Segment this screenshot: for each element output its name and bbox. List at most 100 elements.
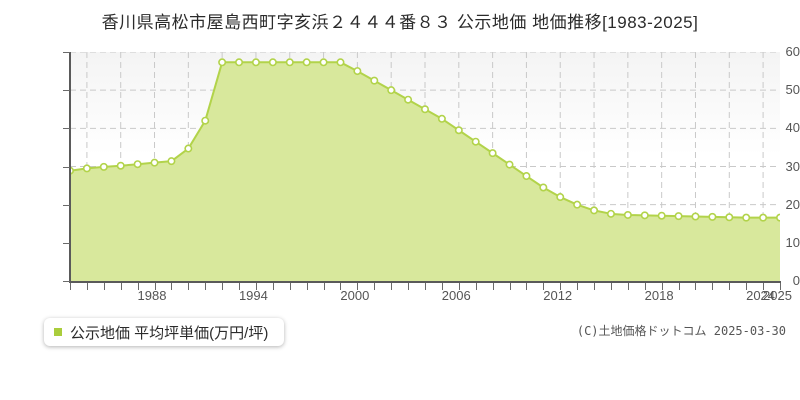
data-point-marker bbox=[285, 58, 294, 67]
y-axis-tick-label: 0 bbox=[792, 273, 800, 288]
data-point-marker bbox=[691, 212, 700, 221]
area-fill bbox=[70, 62, 780, 281]
x-axis-tick-mark bbox=[475, 283, 477, 290]
x-axis-tick-mark bbox=[610, 283, 612, 290]
data-point-marker bbox=[742, 213, 751, 222]
x-axis-tick-mark bbox=[780, 283, 781, 290]
data-point-marker bbox=[725, 213, 734, 222]
x-axis-tick-mark bbox=[441, 283, 443, 290]
x-axis-tick-mark bbox=[188, 283, 190, 290]
data-point-marker bbox=[539, 183, 548, 192]
x-axis-tick-mark bbox=[509, 283, 511, 290]
x-axis-tick-mark bbox=[712, 283, 714, 290]
chart-svg bbox=[70, 52, 780, 281]
x-axis-tick-mark bbox=[323, 283, 325, 290]
copyright-credit: (C)土地価格ドットコム 2025-03-30 bbox=[576, 324, 786, 338]
data-point-marker bbox=[640, 211, 649, 220]
data-point-marker bbox=[522, 172, 531, 181]
data-point-marker bbox=[201, 116, 210, 125]
data-point-marker bbox=[133, 160, 142, 169]
x-axis-tick-mark bbox=[289, 283, 291, 290]
data-point-marker bbox=[454, 126, 463, 135]
data-point-marker bbox=[606, 209, 615, 218]
y-axis-tick-mark bbox=[63, 52, 70, 53]
y-axis-tick-mark bbox=[63, 90, 70, 92]
data-point-marker bbox=[404, 95, 413, 104]
x-axis-tick-label: 2006 bbox=[441, 288, 471, 303]
x-axis-tick-mark bbox=[357, 283, 359, 290]
data-point-marker bbox=[471, 137, 480, 146]
x-axis-tick-mark bbox=[86, 283, 88, 290]
x-axis-tick-mark bbox=[644, 283, 646, 290]
x-axis-tick-mark bbox=[577, 283, 579, 290]
x-axis-tick-mark bbox=[374, 283, 376, 290]
x-axis-tick-mark bbox=[543, 283, 545, 290]
y-axis-tick-mark bbox=[63, 166, 70, 168]
legend-label: 公示地価 平均坪単価(万円/坪) bbox=[70, 324, 269, 342]
page-title: 香川県高松市屋島西町字亥浜２４４４番８３ 公示地価 地価推移[1983-2025… bbox=[101, 13, 699, 32]
data-point-marker bbox=[556, 193, 565, 202]
x-axis-tick-mark bbox=[661, 283, 663, 290]
data-point-marker bbox=[437, 114, 446, 123]
x-axis-tick-mark bbox=[70, 283, 71, 290]
x-axis-tick-mark bbox=[627, 283, 629, 290]
y-axis-tick-mark bbox=[63, 128, 70, 130]
data-point-marker bbox=[99, 162, 108, 171]
y-axis-tick-label: 10 bbox=[785, 234, 800, 250]
x-axis-tick-mark bbox=[560, 283, 562, 290]
x-axis bbox=[69, 281, 781, 283]
y-axis-tick-mark bbox=[63, 242, 70, 244]
x-axis-tick-mark bbox=[391, 283, 393, 290]
x-axis-tick-label: 2025 bbox=[763, 288, 792, 303]
y-axis-tick-label: 60 bbox=[785, 44, 800, 59]
data-point-marker bbox=[82, 164, 91, 173]
x-axis-tick-label: 2012 bbox=[543, 288, 573, 303]
data-point-marker bbox=[336, 58, 345, 67]
x-axis-tick-mark bbox=[222, 283, 224, 290]
x-axis-tick-label: 2024 bbox=[746, 288, 776, 303]
chart-legend: 公示地価 平均坪単価(万円/坪) bbox=[44, 318, 285, 346]
data-point-marker bbox=[116, 161, 125, 170]
x-axis-tick-mark bbox=[695, 283, 697, 290]
x-axis-tick-mark bbox=[678, 283, 680, 290]
x-axis-tick-mark bbox=[425, 283, 426, 290]
plot-area bbox=[70, 52, 780, 281]
data-point-marker bbox=[184, 144, 193, 153]
x-axis-tick-mark bbox=[103, 283, 105, 290]
x-axis-tick-mark bbox=[306, 283, 308, 290]
y-axis-tick-label: 20 bbox=[785, 196, 800, 212]
data-point-marker bbox=[623, 210, 632, 219]
data-point-marker bbox=[776, 213, 780, 222]
legend-swatch-icon bbox=[54, 328, 62, 336]
x-axis-tick-mark bbox=[340, 283, 342, 290]
x-axis-tick-label: 2000 bbox=[340, 288, 370, 303]
x-axis-tick-mark bbox=[408, 283, 410, 290]
y-axis-tick-label: 50 bbox=[785, 82, 800, 98]
x-axis-tick-mark bbox=[171, 283, 173, 290]
data-point-marker bbox=[387, 86, 396, 95]
x-axis-tick-mark bbox=[763, 283, 765, 290]
data-point-marker bbox=[759, 213, 768, 222]
x-axis-tick-label: 1988 bbox=[137, 288, 167, 303]
y-axis-tick-label: 40 bbox=[785, 120, 800, 136]
x-axis-tick-mark bbox=[729, 283, 731, 290]
x-axis-tick-mark bbox=[205, 283, 207, 290]
data-point-marker bbox=[251, 58, 260, 67]
data-point-marker bbox=[370, 76, 379, 85]
data-point-marker bbox=[573, 200, 582, 209]
data-point-marker bbox=[150, 158, 159, 167]
data-point-marker bbox=[674, 212, 683, 221]
data-point-marker bbox=[353, 67, 362, 76]
y-axis-tick-label: 30 bbox=[785, 158, 800, 174]
x-axis-tick-mark bbox=[746, 283, 748, 290]
data-point-marker bbox=[268, 58, 277, 67]
data-point-marker bbox=[235, 58, 244, 67]
x-axis-tick-mark bbox=[458, 283, 460, 290]
data-point-marker bbox=[302, 58, 311, 67]
y-axis-tick-mark bbox=[63, 204, 70, 206]
x-axis-tick-mark bbox=[594, 283, 596, 290]
data-point-marker bbox=[708, 212, 717, 221]
data-point-marker bbox=[167, 157, 176, 166]
data-point-marker bbox=[218, 58, 227, 67]
